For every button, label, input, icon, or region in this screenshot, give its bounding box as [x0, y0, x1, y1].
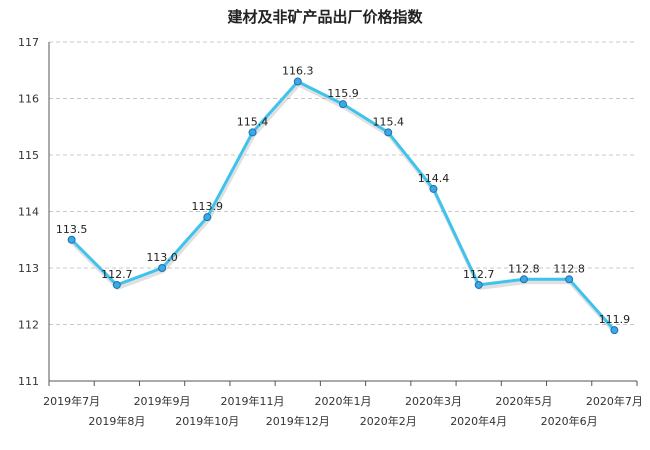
data-point	[610, 326, 619, 335]
data-point	[248, 128, 257, 137]
x-tick-label: 2020年2月	[360, 414, 417, 428]
x-tick-label: 2019年12月	[266, 414, 330, 428]
data-label: 115.4	[237, 115, 269, 128]
data-point	[429, 184, 438, 193]
chart-title: 建材及非矿产品出厂价格指数	[227, 8, 423, 26]
y-tick-label: 112	[18, 319, 39, 332]
x-tick-label: 2019年8月	[88, 414, 145, 428]
gridlines	[49, 41, 637, 325]
y-tick-label: 114	[18, 206, 39, 219]
data-point	[203, 213, 212, 222]
y-tick-label: 116	[18, 93, 39, 106]
data-point	[384, 128, 393, 137]
data-label: 111.9	[599, 313, 631, 326]
series-line-path	[70, 80, 616, 332]
x-tick-label: 2019年7月	[43, 394, 100, 408]
series-line	[70, 80, 617, 335]
data-label: 112.8	[508, 262, 540, 275]
x-tick-label: 2020年5月	[495, 394, 552, 408]
data-point	[339, 100, 347, 109]
data-point	[158, 264, 167, 272]
x-tick-label: 2020年3月	[405, 394, 462, 408]
y-tick-label: 117	[18, 36, 39, 49]
data-label: 113.9	[192, 200, 224, 213]
y-tick-label: 113	[18, 262, 39, 275]
data-point	[112, 280, 121, 289]
data-point	[565, 275, 574, 284]
data-point	[67, 235, 76, 244]
data-label: 112.8	[553, 262, 585, 275]
data-label: 115.4	[372, 115, 404, 128]
data-points	[67, 77, 619, 335]
data-labels: 113.5 112.7 113.0 113.9 115.4 116.3 115.9 115.4…	[56, 65, 630, 327]
data-label: 115.9	[327, 87, 359, 100]
data-label: 113.0	[146, 251, 178, 264]
x-tick-label: 2019年9月	[134, 394, 191, 408]
y-tick-label: 115	[18, 149, 39, 162]
data-label: 113.5	[56, 223, 88, 236]
data-label: 112.7	[101, 268, 133, 281]
data-label: 116.3	[282, 65, 314, 78]
data-point	[519, 275, 528, 284]
axes: 111 112 113 114 115 116 117 2019年7月 2019年8月 2019年…	[18, 36, 643, 428]
data-point	[474, 280, 483, 289]
data-point	[293, 77, 302, 86]
x-tick-label: 2019年11月	[221, 394, 285, 408]
data-label: 112.7	[463, 268, 495, 281]
y-tick-label: 111	[18, 375, 39, 388]
series-line-shadow	[71, 82, 617, 335]
x-tick-label: 2020年7月	[586, 394, 643, 408]
x-tick-label: 2019年10月	[175, 414, 239, 428]
x-tick-label: 2020年1月	[315, 394, 372, 408]
x-tick-label: 2020年6月	[541, 414, 598, 428]
data-label: 114.4	[418, 172, 450, 185]
x-tick-label: 2020年4月	[450, 414, 507, 428]
